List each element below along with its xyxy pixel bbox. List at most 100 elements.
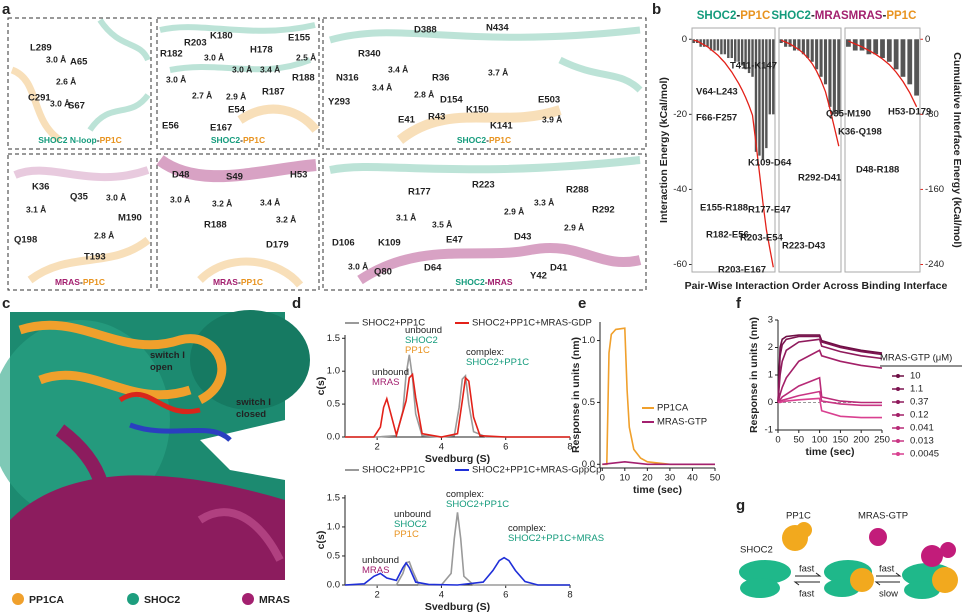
pair-annotation: Q35-M190 <box>826 109 871 120</box>
x-tick-label: 6 <box>503 442 508 453</box>
residue-label: R36 <box>432 73 449 84</box>
distance-label: 3.1 Å <box>26 204 46 214</box>
x-tick-label: 0 <box>775 435 780 446</box>
x-tick-label: 150 <box>832 435 848 446</box>
pair-annotation: T411-K147 <box>730 61 777 72</box>
residue-label: Q80 <box>374 267 392 278</box>
pair-annotation: D48-R188 <box>856 165 899 176</box>
distance-label: 2.8 Å <box>94 230 114 240</box>
y-tick-label: 3 <box>768 315 773 326</box>
pair-annotation: K36-Q198 <box>838 127 882 138</box>
y-tick-label: 1.5 <box>327 492 340 503</box>
bar <box>734 39 736 62</box>
residue-label: H53 <box>290 170 307 181</box>
legend-label: 1.1 <box>910 384 923 395</box>
peak-annotation: complex:SHOC2+PP1C+MRAS <box>508 523 604 544</box>
bar <box>887 39 892 62</box>
y-tick-label: 0 <box>682 34 687 45</box>
residue-label: T193 <box>84 252 106 263</box>
legend-dot <box>12 593 24 605</box>
y-tick-label: 0.0 <box>327 580 340 591</box>
x-axis-label: time (sec) <box>633 484 682 496</box>
diagram-label: PP1C <box>786 511 811 522</box>
distance-label: 3.2 Å <box>276 214 296 224</box>
y-tick-label: 1.0 <box>582 335 595 346</box>
x-tick-label: 40 <box>687 473 698 484</box>
x-axis-label: Svedburg (S) <box>425 601 490 612</box>
x-tick-label: 0 <box>600 473 605 484</box>
distance-label: 3.5 Å <box>432 219 452 229</box>
switch-closed-label: switch Iclosed <box>236 397 271 420</box>
residue-label: R188 <box>292 73 315 84</box>
distance-label: 3.3 Å <box>534 197 554 207</box>
residue-label: E167 <box>210 123 232 134</box>
distance-label: 3.4 Å <box>260 197 280 207</box>
bar <box>717 39 719 50</box>
bar <box>765 39 767 148</box>
bar <box>894 39 899 69</box>
legend-marker <box>896 439 900 443</box>
caption-part: MRAS <box>55 277 80 287</box>
residue-label: A65 <box>70 57 88 68</box>
residue-label: D106 <box>332 238 355 249</box>
residue-label: K36 <box>32 182 49 193</box>
figure: abcdefgL289A65C291S673.0 Å2.6 Å3.0 ÅSHOC… <box>0 0 966 612</box>
residue-label: H178 <box>250 45 273 56</box>
residue-label: Q35 <box>70 192 89 203</box>
x-tick-label: 20 <box>642 473 653 484</box>
peak-annotation: complex:SHOC2+PP1C <box>466 347 529 368</box>
pair-annotation: R177-E47 <box>748 205 791 216</box>
legend-label: PP1CA <box>657 403 689 414</box>
distance-label: 2.7 Å <box>192 90 212 100</box>
x-tick-label: 250 <box>874 435 890 446</box>
residue-label: R223 <box>472 180 495 191</box>
panel-letter: f <box>736 295 742 312</box>
residue-label: D179 <box>266 240 289 251</box>
group-title: MRAS-PP1C <box>849 10 917 22</box>
bar <box>758 39 760 155</box>
residue-label: R187 <box>262 87 285 98</box>
bar <box>713 39 715 50</box>
distance-label: 3.4 Å <box>388 64 408 74</box>
bar <box>873 39 878 54</box>
residue-label: E47 <box>446 235 463 246</box>
panel-caption: SHOC2 N-loop-PP1C <box>38 135 122 145</box>
x-axis-label: Pair-Wise Interaction Order Across Bindi… <box>685 280 948 292</box>
bar <box>727 39 729 58</box>
residue-label: R43 <box>428 112 445 123</box>
residue-label: D48 <box>172 170 189 181</box>
residue-label: R292 <box>592 205 615 216</box>
bar <box>907 39 912 84</box>
series-line <box>778 398 882 417</box>
rate-label: fast <box>799 589 815 600</box>
panel-caption: SHOC2-PP1C <box>457 135 511 145</box>
panel-g-art <box>739 522 958 599</box>
residue-label: K109 <box>378 238 401 249</box>
legend-label: 0.041 <box>910 423 934 434</box>
annotation-line: SHOC2+PP1C+MRAS <box>508 533 604 544</box>
residue-label: E54 <box>228 105 246 116</box>
panel-caption: SHOC2-MRAS <box>455 277 512 287</box>
residue-label: K141 <box>490 121 513 132</box>
y2-tick-label: 0 <box>925 34 930 45</box>
bar <box>772 39 774 114</box>
distance-label: 3.0 Å <box>166 74 186 84</box>
residue-label: D43 <box>514 232 531 243</box>
peak-annotation: unboundMRAS <box>372 367 409 388</box>
distance-label: 3.4 Å <box>372 82 392 92</box>
annotation-line: SHOC2+PP1C <box>446 499 509 510</box>
distance-label: 2.6 Å <box>56 76 76 86</box>
title-part: PP1C <box>886 10 916 22</box>
y-tick-label: 1.5 <box>327 333 340 344</box>
bar <box>793 39 796 50</box>
caption-part: PP1C <box>100 135 122 145</box>
distance-label: 3.0 Å <box>50 98 70 108</box>
bar <box>720 39 722 54</box>
bar <box>724 39 726 54</box>
bar <box>731 39 733 58</box>
group-title: SHOC2-MRAS <box>771 10 849 22</box>
diagram-label: MRAS-GTP <box>858 511 908 522</box>
bar <box>833 39 836 114</box>
bar <box>837 39 840 114</box>
title-part: PP1C <box>740 10 770 22</box>
